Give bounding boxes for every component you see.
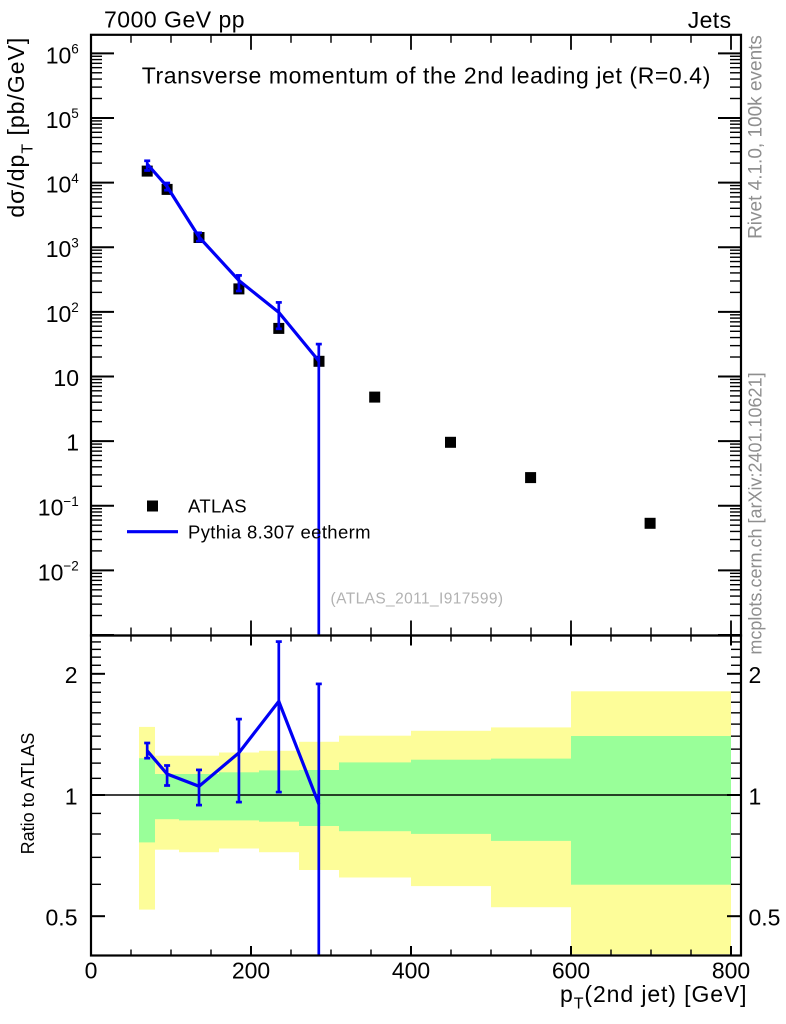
svg-text:102: 102: [46, 300, 79, 327]
svg-text:0.5: 0.5: [749, 905, 781, 931]
svg-text:0.5: 0.5: [46, 905, 78, 931]
svg-text:200: 200: [232, 957, 270, 983]
svg-text:104: 104: [46, 171, 80, 198]
svg-text:2: 2: [749, 662, 762, 688]
svg-text:106: 106: [46, 42, 79, 69]
svg-text:103: 103: [46, 235, 79, 262]
svg-text:Jets: Jets: [688, 7, 732, 33]
svg-text:mcplots.cern.ch [arXiv:2401.10: mcplots.cern.ch [arXiv:2401.10621]: [746, 372, 766, 654]
svg-text:600: 600: [552, 957, 590, 983]
svg-text:(ATLAS_2011_I917599): (ATLAS_2011_I917599): [331, 591, 504, 608]
svg-text:Ratio to ATLAS: Ratio to ATLAS: [18, 733, 38, 855]
svg-text:1: 1: [749, 783, 762, 809]
svg-text:10−2: 10−2: [38, 559, 79, 586]
svg-text:ATLAS: ATLAS: [188, 495, 247, 516]
svg-text:Transverse momentum of the 2nd: Transverse momentum of the 2nd leading j…: [142, 62, 711, 88]
svg-text:Pythia 8.307 eetherm: Pythia 8.307 eetherm: [188, 521, 371, 542]
svg-text:2: 2: [65, 662, 78, 688]
svg-text:7000 GeV pp: 7000 GeV pp: [104, 6, 245, 32]
svg-text:10−1: 10−1: [38, 494, 79, 521]
svg-text:Rivet 4.1.0, 100k events: Rivet 4.1.0, 100k events: [745, 35, 766, 239]
svg-text:800: 800: [712, 957, 750, 983]
svg-text:105: 105: [46, 106, 79, 133]
svg-text:0: 0: [85, 957, 98, 983]
svg-text:400: 400: [392, 957, 430, 983]
svg-text:1: 1: [65, 783, 78, 809]
svg-text:1: 1: [66, 430, 79, 456]
svg-text:10: 10: [53, 365, 79, 391]
